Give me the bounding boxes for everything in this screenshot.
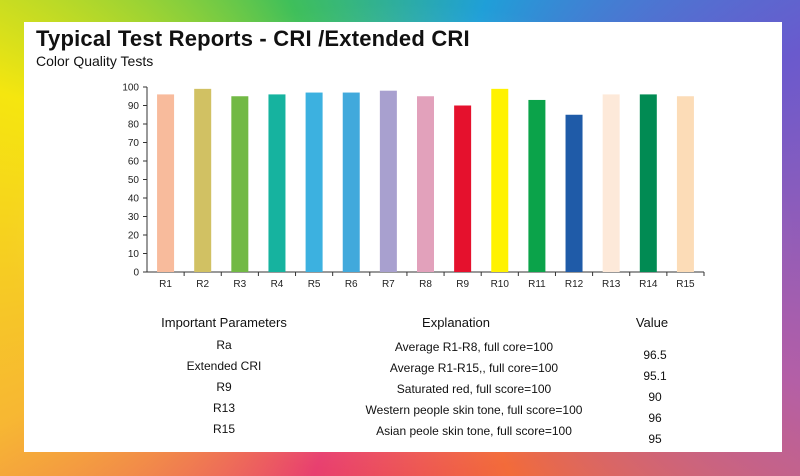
bar-r15 bbox=[676, 96, 694, 272]
value-cell: 95 bbox=[648, 432, 662, 446]
param-cell: R9 bbox=[216, 380, 232, 394]
explanation-cell: Average R1-R15,, full core=100 bbox=[389, 361, 559, 375]
bar-r12 bbox=[565, 114, 583, 272]
bar-r10 bbox=[491, 88, 509, 272]
param-cell: R13 bbox=[212, 401, 236, 415]
x-tick-label: R12 bbox=[565, 279, 584, 290]
x-tick-label: R2 bbox=[196, 279, 209, 290]
bar-r13 bbox=[602, 94, 620, 273]
report-card: Typical Test Reports - CRI /Extended CRI… bbox=[24, 22, 782, 452]
bar-r4 bbox=[268, 94, 286, 273]
x-tick-label: R11 bbox=[528, 279, 546, 290]
y-tick-label: 0 bbox=[133, 268, 139, 279]
y-tick-label: 90 bbox=[128, 101, 140, 112]
x-tick-label: R9 bbox=[456, 279, 469, 290]
bar-r5 bbox=[305, 92, 323, 272]
y-tick-label: 60 bbox=[128, 157, 140, 168]
y-tick-label: 30 bbox=[128, 212, 140, 223]
y-tick-label: 80 bbox=[128, 120, 140, 131]
x-tick-label: R15 bbox=[676, 279, 695, 290]
table-header-parameters: Important Parameters bbox=[161, 315, 287, 330]
x-tick-label: R4 bbox=[271, 279, 284, 290]
explanation-cell: Saturated red, full score=100 bbox=[396, 382, 552, 396]
y-tick-label: 10 bbox=[128, 249, 140, 260]
bar-r8 bbox=[417, 96, 434, 272]
table-header-value: Value bbox=[635, 315, 669, 330]
x-tick-label: R13 bbox=[602, 279, 621, 290]
cri-bar-chart: 0 10 20 30 40 50 60 70 80 90 100 R1 R2 R3 R4 R5 R6 R7 R8 R9… bbox=[122, 83, 705, 290]
explanation-cell: Western people skin tone, full score=100 bbox=[365, 403, 583, 417]
page-subtitle: Color Quality Tests bbox=[36, 53, 154, 69]
x-tick-label: R5 bbox=[308, 279, 321, 290]
explanation-cell: Average R1-R8, full core=100 bbox=[394, 340, 554, 354]
bar-r6 bbox=[342, 92, 360, 272]
bar-r1 bbox=[157, 94, 175, 273]
x-tick-label: R1 bbox=[159, 279, 172, 290]
bar-r2 bbox=[194, 88, 212, 272]
y-tick-label: 100 bbox=[122, 83, 139, 94]
value-cell: 96 bbox=[648, 411, 662, 425]
table-header-explanation: Explanation bbox=[422, 315, 490, 330]
param-cell: Extended CRI bbox=[186, 359, 262, 373]
bar-r14 bbox=[639, 94, 657, 273]
value-cell: 96.5 bbox=[643, 348, 667, 362]
explanation-cell: Asian peole skin tone, full score=100 bbox=[376, 424, 572, 438]
value-cell: 90 bbox=[648, 390, 662, 404]
bar-r7 bbox=[379, 90, 397, 272]
x-tick-label: R14 bbox=[639, 279, 658, 290]
x-tick-label: R10 bbox=[491, 279, 510, 290]
param-cell: R15 bbox=[212, 422, 236, 436]
y-tick-label: 40 bbox=[128, 194, 140, 205]
x-tick-label: R7 bbox=[382, 279, 395, 290]
x-tick-label: R6 bbox=[345, 279, 358, 290]
value-cell: 95.1 bbox=[643, 369, 667, 383]
param-cell: Ra bbox=[216, 338, 232, 352]
y-tick-label: 20 bbox=[128, 231, 140, 242]
bar-r3 bbox=[231, 96, 249, 272]
page-title: Typical Test Reports - CRI /Extended CRI bbox=[36, 26, 470, 51]
x-tick-label: R8 bbox=[419, 279, 432, 290]
bar-r11 bbox=[528, 99, 546, 272]
bar-r9 bbox=[454, 105, 472, 272]
y-tick-label: 70 bbox=[128, 138, 140, 149]
x-tick-label: R3 bbox=[233, 279, 246, 290]
y-tick-label: 50 bbox=[128, 175, 140, 186]
